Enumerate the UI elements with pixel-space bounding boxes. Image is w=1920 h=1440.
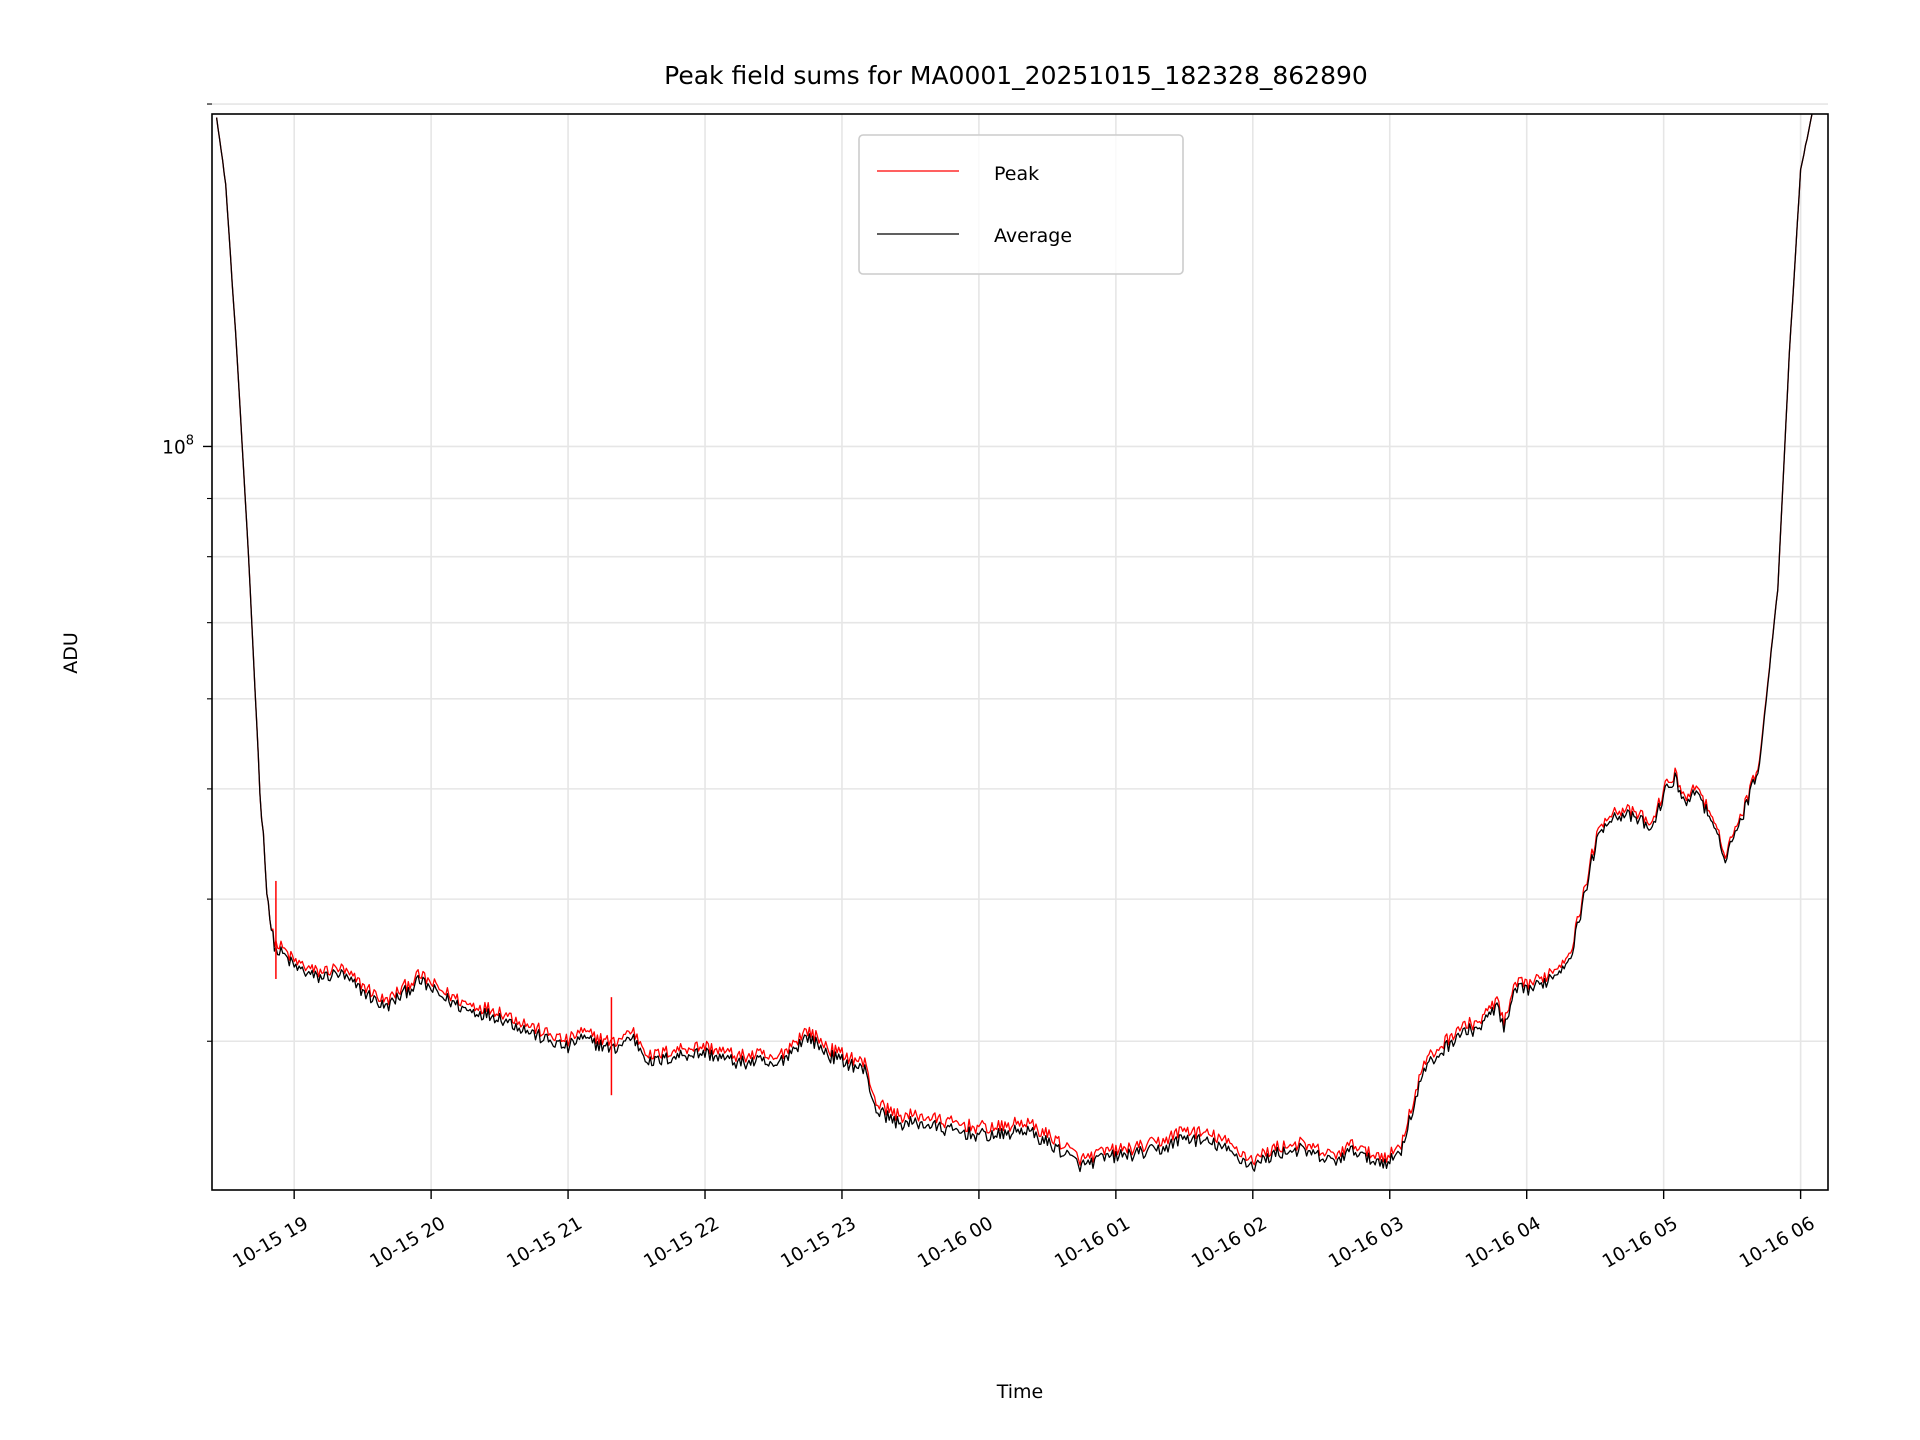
legend: Peak Average — [858, 134, 1184, 275]
x-axis-label: Time — [996, 1381, 1044, 1403]
plot-frame — [211, 113, 1829, 1191]
series-line-average — [215, 114, 1813, 1173]
grid-lines — [212, 103, 1828, 1190]
legend-label-peak: Peak — [994, 163, 1039, 185]
series-line-peak — [215, 114, 1813, 1166]
y-tick-label: 108 — [162, 433, 194, 458]
legend-label-average: Average — [994, 225, 1072, 247]
legend-box — [858, 134, 1184, 275]
chart-title: Peak field sums for MA0001_20251015_1823… — [664, 61, 1368, 90]
y-axis-label: ADU — [60, 632, 82, 674]
series-layer — [215, 114, 1813, 1173]
